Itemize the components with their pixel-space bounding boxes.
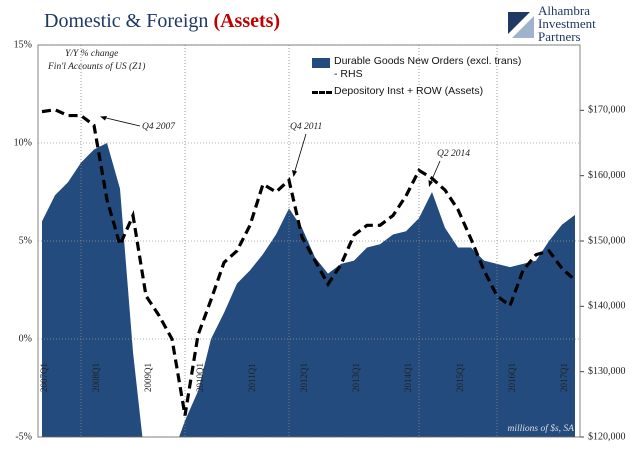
- y2-tick-label: $130,000: [588, 366, 626, 377]
- y-tick-label: 0%: [19, 333, 32, 344]
- legend-swatch: [312, 58, 330, 68]
- x-tick-label: 2010Q1: [195, 363, 205, 392]
- annotation: Q4 2007: [142, 122, 176, 132]
- x-tick-label: 2012Q1: [299, 363, 309, 392]
- x-tick-label: 2009Q1: [143, 363, 153, 392]
- arrow: [293, 133, 307, 175]
- arrow-head: [292, 170, 297, 177]
- y-tick-label: -5%: [15, 431, 32, 442]
- x-tick-label: 2015Q1: [455, 363, 465, 392]
- title-emphasis: (Assets): [213, 10, 280, 32]
- legend-label: Durable Goods New Orders (excl. trans) -…: [334, 55, 522, 80]
- x-tick-label: 2017Q1: [559, 363, 569, 392]
- y2-tick-label: $150,000: [588, 235, 626, 246]
- y-tick-label: 10%: [14, 137, 32, 148]
- x-tick-label: 2014Q1: [403, 363, 413, 392]
- x-tick-label: 2008Q1: [91, 363, 101, 392]
- y2-tick-label: $120,000: [588, 431, 626, 442]
- y2-tick-label: $160,000: [588, 170, 626, 181]
- area: [42, 143, 575, 437]
- y-tick-label: 5%: [19, 235, 32, 246]
- chart-title: Domestic & Foreign (Assets): [44, 10, 280, 32]
- legend-label: Depository Inst + ROW (Assets): [334, 85, 484, 97]
- y-tick-label: 15%: [14, 39, 32, 50]
- plot-frame: [37, 44, 581, 438]
- annotation: millions of $s, SA: [507, 423, 574, 434]
- x-tick-label: 2011Q1: [247, 363, 257, 392]
- title-main: Domestic & Foreign: [44, 10, 208, 32]
- logo-text: Investment: [538, 16, 596, 31]
- x-tick-label: 2016Q1: [507, 363, 517, 392]
- logo-text: Alhambra: [538, 3, 590, 18]
- annotation: Q2 2014: [437, 149, 470, 159]
- line: [41, 108, 577, 416]
- y2-tick-label: $140,000: [588, 301, 626, 312]
- logo-text: Partners: [538, 29, 581, 44]
- annotation: Y/Y % change: [65, 49, 118, 59]
- arrow: [429, 160, 441, 185]
- plot: -5% 0% 5% 10% 15% $120,000 $130,000 $140,000 $15…: [14, 39, 626, 442]
- logo-icon: [508, 12, 534, 38]
- legend-swatch: [312, 91, 332, 94]
- y2-tick-label: $170,000: [588, 105, 626, 116]
- annotation: Q4 2011: [290, 122, 322, 132]
- arrow-head: [428, 180, 433, 187]
- arrow: [101, 116, 141, 127]
- arrow-head: [100, 116, 107, 121]
- annotation: Fin'l Accounts of US (Z1): [47, 61, 145, 72]
- x-tick-label: 2007Q1: [39, 363, 49, 392]
- x-tick-label: 2013Q1: [351, 363, 361, 392]
